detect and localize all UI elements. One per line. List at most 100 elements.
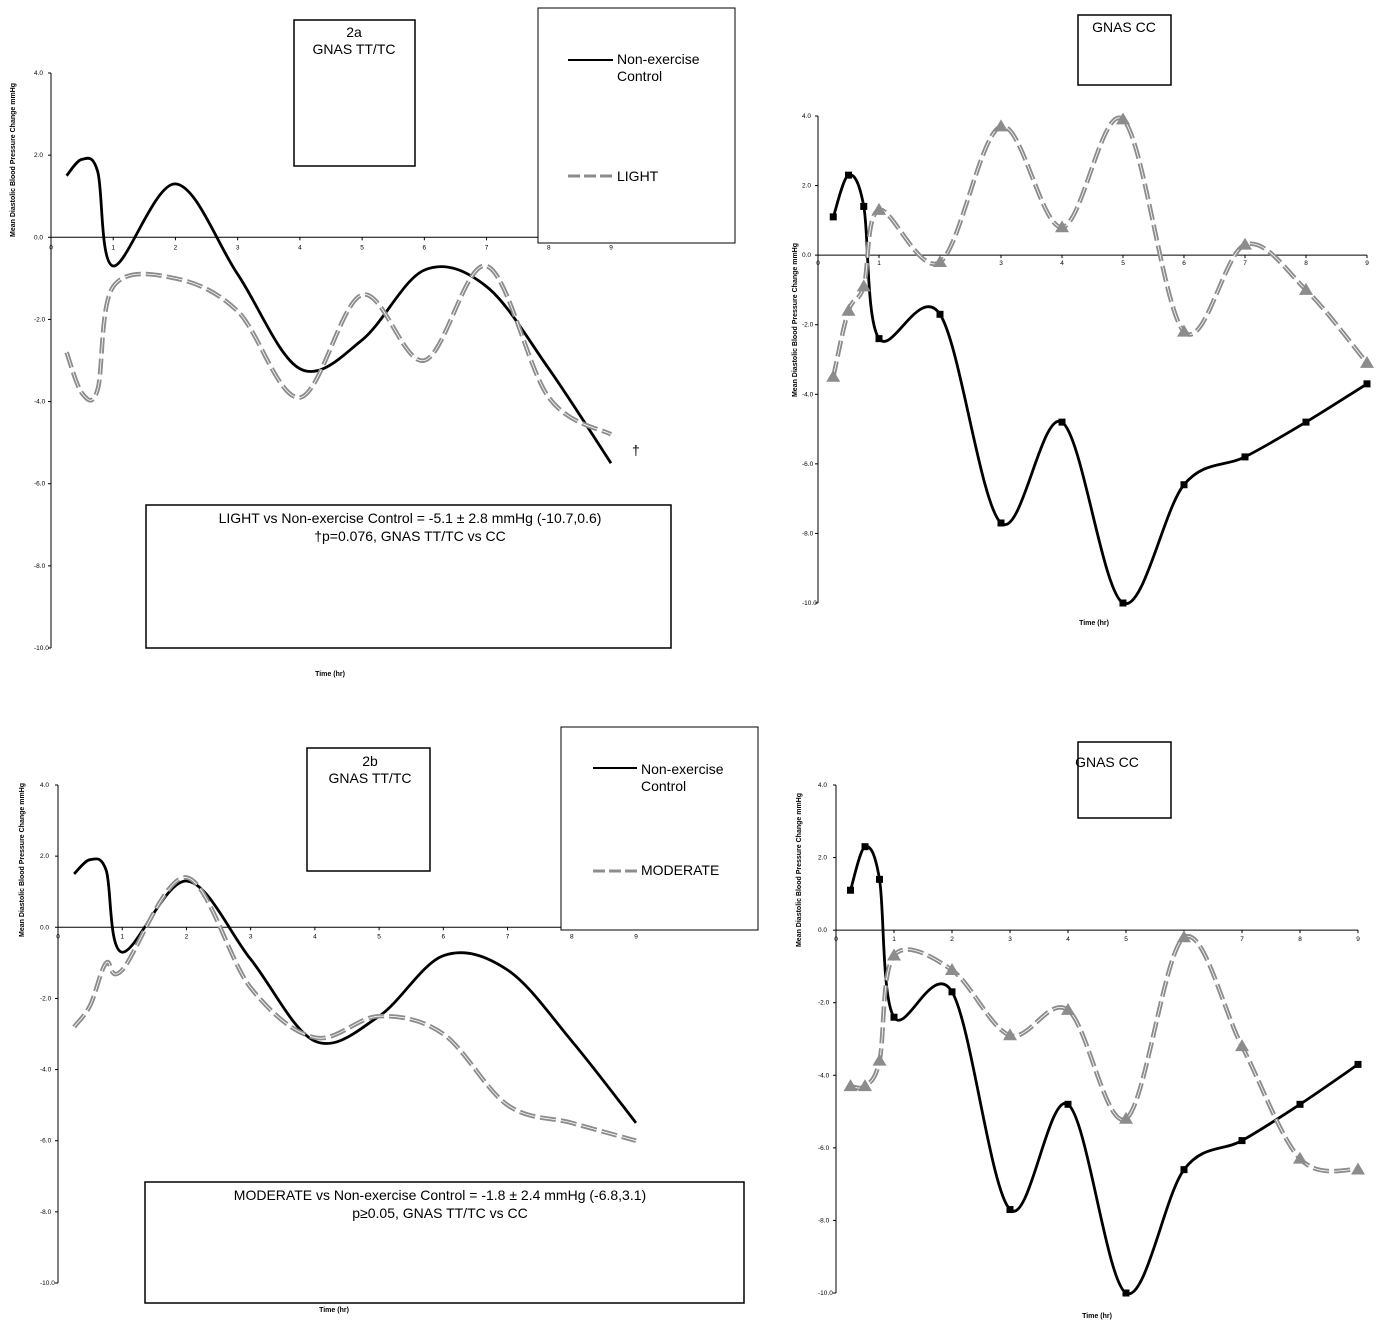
data-point-square bbox=[1302, 418, 1310, 426]
chart-panel-4: 4.02.00.0-2.0-4.0-6.0-8.0-10.00123456789… bbox=[796, 741, 1365, 1320]
data-point-triangle bbox=[1061, 1002, 1075, 1015]
data-point-square bbox=[876, 875, 883, 883]
data-point-square bbox=[875, 335, 883, 343]
x-tick-label: 9 bbox=[1356, 936, 1360, 943]
data-point-square bbox=[829, 213, 837, 221]
data-point-square bbox=[1363, 380, 1371, 388]
x-tick-label: 0 bbox=[834, 936, 838, 943]
data-point-triangle bbox=[856, 279, 871, 292]
x-axis-title: Time (hr) bbox=[1082, 1313, 1112, 1320]
x-tick-label: 8 bbox=[570, 933, 574, 940]
x-tick-label: 5 bbox=[360, 244, 364, 251]
legend-label: MODERATE bbox=[641, 862, 719, 878]
y-tick-label: -4.0 bbox=[40, 1067, 52, 1074]
x-axis-title: Time (hr) bbox=[319, 1307, 349, 1314]
y-tick-label: -6.0 bbox=[802, 461, 814, 468]
data-point-triangle bbox=[1119, 1111, 1133, 1124]
data-point-triangle bbox=[1116, 112, 1130, 125]
y-tick-label: 2.0 bbox=[40, 853, 49, 860]
x-tick-label: 6 bbox=[442, 933, 446, 940]
y-tick-label: 4.0 bbox=[818, 782, 827, 789]
y-tick-label: 4.0 bbox=[40, 782, 49, 789]
chart-title: GNAS CC bbox=[1075, 754, 1139, 770]
data-point-triangle bbox=[945, 963, 959, 975]
data-point-square bbox=[1058, 418, 1066, 426]
data-point-triangle bbox=[872, 1053, 887, 1066]
y-tick-label: -4.0 bbox=[818, 1072, 830, 1079]
y-tick-label: -8.0 bbox=[34, 563, 46, 570]
x-tick-label: 0 bbox=[816, 260, 820, 267]
x-tick-label: 9 bbox=[609, 244, 613, 251]
data-point-triangle bbox=[887, 948, 901, 961]
legend-box bbox=[537, 7, 736, 244]
y-tick-label: -2.0 bbox=[34, 316, 46, 323]
y-tick-label: -6.0 bbox=[40, 1138, 52, 1145]
y-axis-title: Mean Diastolic Blood Pressure Change mmH… bbox=[796, 793, 803, 947]
data-point-square bbox=[1180, 481, 1188, 489]
annotation-text: †p=0.076, GNAS TT/TC vs CC bbox=[314, 528, 506, 544]
x-tick-label: 7 bbox=[485, 244, 489, 251]
annotation-box bbox=[144, 1181, 745, 1304]
data-point-square bbox=[948, 988, 956, 996]
legend-box bbox=[560, 726, 759, 931]
data-point-square bbox=[847, 886, 854, 894]
x-tick-label: 7 bbox=[1243, 260, 1247, 267]
data-point-triangle bbox=[1299, 282, 1313, 295]
chart-title: 2a bbox=[346, 24, 362, 40]
series-line bbox=[65, 156, 613, 464]
chart-title: GNAS CC bbox=[1092, 19, 1156, 35]
data-point-square bbox=[1122, 1289, 1130, 1297]
x-tick-label: 7 bbox=[506, 933, 510, 940]
annotation-box bbox=[145, 504, 672, 649]
legend-label: Control bbox=[617, 68, 662, 84]
y-axis-title: Mean Diastolic Blood Pressure Change mmH… bbox=[19, 783, 26, 937]
data-point-triangle bbox=[1293, 1151, 1307, 1164]
chart-panel-2: 4.02.00.0-2.0-4.0-6.0-8.0-10.00123456789… bbox=[792, 14, 1374, 627]
data-point-triangle bbox=[858, 1079, 872, 1092]
data-point-square bbox=[936, 310, 944, 318]
significance-mark: † bbox=[632, 442, 640, 458]
data-point-triangle bbox=[1360, 355, 1374, 368]
y-tick-label: -6.0 bbox=[34, 481, 46, 488]
series-line-highlight bbox=[73, 877, 637, 1142]
legend-label: Control bbox=[641, 778, 686, 794]
x-tick-label: 4 bbox=[1060, 260, 1064, 267]
series-line bbox=[849, 845, 1359, 1295]
data-point-triangle bbox=[1177, 324, 1191, 337]
x-tick-label: 0 bbox=[56, 933, 60, 940]
y-tick-label: -2.0 bbox=[40, 995, 52, 1002]
chart-title-box bbox=[306, 747, 431, 872]
series-line bbox=[73, 857, 638, 1124]
series-control bbox=[65, 156, 613, 464]
y-tick-label: -8.0 bbox=[802, 530, 814, 537]
data-point-square bbox=[861, 843, 869, 851]
y-tick-label: -2.0 bbox=[818, 1000, 830, 1007]
legend-label: Non-exercise bbox=[641, 761, 724, 777]
y-tick-label: 4.0 bbox=[802, 113, 811, 120]
x-tick-label: 8 bbox=[1298, 936, 1302, 943]
data-point-square bbox=[1238, 1137, 1246, 1145]
data-point-square bbox=[1064, 1100, 1072, 1108]
data-point-triangle bbox=[841, 303, 856, 316]
x-tick-label: 3 bbox=[236, 244, 240, 251]
series-control bbox=[73, 857, 638, 1124]
data-point-square bbox=[997, 519, 1005, 527]
x-tick-label: 4 bbox=[313, 933, 317, 940]
data-point-triangle bbox=[843, 1079, 858, 1092]
x-tick-label: 1 bbox=[892, 936, 896, 943]
y-tick-label: 2.0 bbox=[818, 855, 827, 862]
data-point-triangle bbox=[1003, 1028, 1017, 1041]
x-tick-label: 7 bbox=[1240, 936, 1244, 943]
x-tick-label: 9 bbox=[1365, 260, 1369, 267]
y-axis-title: Mean Diastolic Blood Pressure Change mmH… bbox=[792, 243, 799, 397]
x-tick-label: 2 bbox=[950, 936, 954, 943]
y-tick-label: -2.0 bbox=[802, 322, 814, 329]
chart-title-box bbox=[1077, 741, 1172, 819]
y-tick-label: 2.0 bbox=[34, 152, 43, 159]
data-point-square bbox=[1006, 1206, 1014, 1214]
x-tick-label: 1 bbox=[111, 244, 115, 251]
y-tick-label: -8.0 bbox=[40, 1209, 52, 1216]
y-tick-label: 2.0 bbox=[802, 183, 811, 190]
